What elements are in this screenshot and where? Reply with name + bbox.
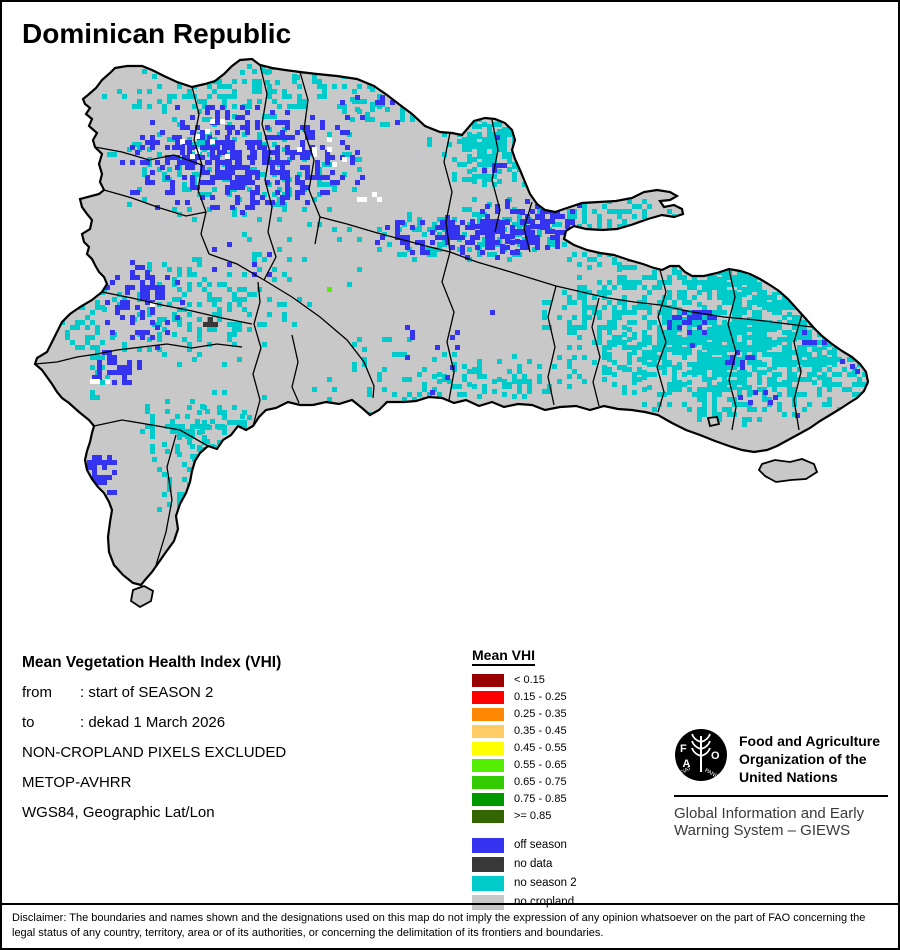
meta-noncropland-line: NON-CROPLAND PIXELS EXCLUDED [22, 744, 287, 761]
country-landmass [35, 59, 868, 585]
meta-to-row: to : dekad 1 March 2026 [22, 708, 462, 738]
legend-label: 0.15 - 0.25 [514, 691, 567, 703]
legend-row: no cropland [472, 893, 672, 912]
wheat-ear-icon [691, 733, 711, 772]
legend-swatch [472, 895, 504, 910]
province-boundaries [35, 64, 821, 573]
fao-org-name: Food and Agriculture Organization of the… [739, 728, 880, 786]
legend-swatch [472, 759, 504, 772]
meta-to-value: : dekad 1 March 2026 [80, 714, 226, 731]
legend-label: < 0.15 [514, 674, 545, 686]
legend-label: 0.65 - 0.75 [514, 776, 567, 788]
vhi-map [33, 57, 870, 609]
island-coastline [757, 458, 819, 483]
legend-row: 0.15 - 0.25 [472, 689, 672, 706]
legend-row: 0.45 - 0.55 [472, 740, 672, 757]
legend-swatch [472, 793, 504, 806]
legend-row: no season 2 [472, 874, 672, 893]
island-coastline [130, 585, 155, 609]
legend-swatch [472, 691, 504, 704]
giews-line2: Warning System – GIEWS [674, 822, 851, 839]
legend-swatch [472, 838, 504, 853]
legend-label: 0.75 - 0.85 [514, 793, 567, 805]
coastline [33, 57, 870, 587]
island-beata [131, 586, 153, 607]
legend-row: < 0.15 [472, 672, 672, 689]
meta-title: Mean Vegetation Health Index (VHI) [22, 654, 282, 671]
fao-motto-fiat: FIAT [680, 765, 694, 776]
legend-row: off season [472, 836, 672, 855]
legend-label: 0.55 - 0.65 [514, 759, 567, 771]
island-coastline [706, 416, 721, 428]
legend-swatch [472, 674, 504, 687]
vhi-class-legend: < 0.15 0.15 - 0.25 0.25 - 0.35 0.35 - 0.45 0… [472, 672, 672, 825]
legend-swatch [472, 725, 504, 738]
legend-label: off season [514, 839, 567, 851]
legend-label: no data [514, 858, 553, 870]
legend-label: >= 0.85 [514, 810, 552, 822]
legend-label: no cropland [514, 896, 575, 908]
meta-from-value: : start of SEASON 2 [80, 684, 214, 701]
island-saona [759, 459, 817, 482]
fao-logo-icon: F A O FIAT PANIS [675, 729, 727, 781]
legend-swatch [472, 708, 504, 721]
legend-swatch [472, 742, 504, 755]
fao-letter-o: O [711, 750, 720, 762]
legend-row: 0.55 - 0.65 [472, 757, 672, 774]
meta-from-label: from [22, 684, 52, 701]
legend-label: no season 2 [514, 877, 577, 889]
legend-swatch [472, 776, 504, 789]
legend-title: Mean VHI [472, 647, 536, 666]
island-catalina [708, 417, 719, 426]
map-metadata: Mean Vegetation Health Index (VHI) from:… [22, 648, 462, 828]
fao-org-line1: Food and Agriculture [739, 733, 881, 749]
legend-row: no data [472, 855, 672, 874]
giews-name: Global Information and Early Warning Sys… [674, 805, 890, 839]
map-legend: Mean VHI < 0.15 0.15 - 0.25 0.25 - 0.35 0.3… [472, 647, 672, 912]
legend-row: 0.75 - 0.85 [472, 791, 672, 808]
fao-org-line2: Organization of the [739, 751, 867, 767]
legend-label: 0.45 - 0.55 [514, 742, 567, 754]
fao-letter-a: A [683, 758, 691, 770]
legend-swatch [472, 857, 504, 872]
fao-attribution: F A O FIAT PANIS Food and Agriculture Or… [674, 728, 890, 839]
vhi-raster-pixels [60, 64, 868, 532]
meta-sensor-line: METOP-AVHRR [22, 774, 132, 791]
legend-label: 0.25 - 0.35 [514, 708, 567, 720]
legend-row: >= 0.85 [472, 808, 672, 825]
legend-label: 0.35 - 0.45 [514, 725, 567, 737]
legend-row: 0.65 - 0.75 [472, 774, 672, 791]
legend-swatch [472, 876, 504, 891]
legend-swatch [472, 810, 504, 823]
disclaimer-text: Disclaimer: The boundaries and names sho… [2, 903, 898, 948]
giews-line1: Global Information and Early [674, 805, 865, 822]
meta-to-label: to [22, 714, 35, 731]
fao-letter-f: F [680, 743, 687, 755]
page-title: Dominican Republic [22, 18, 292, 49]
meta-projection-line: WGS84, Geographic Lat/Lon [22, 804, 215, 821]
fao-org-line3: United Nations [739, 769, 838, 785]
legend-row: 0.25 - 0.35 [472, 706, 672, 723]
legend-row: 0.35 - 0.45 [472, 723, 672, 740]
fao-divider [674, 795, 888, 797]
status-class-legend: off season no data no season 2 no cropland [472, 836, 672, 912]
meta-from-row: from : start of SEASON 2 [22, 678, 462, 708]
